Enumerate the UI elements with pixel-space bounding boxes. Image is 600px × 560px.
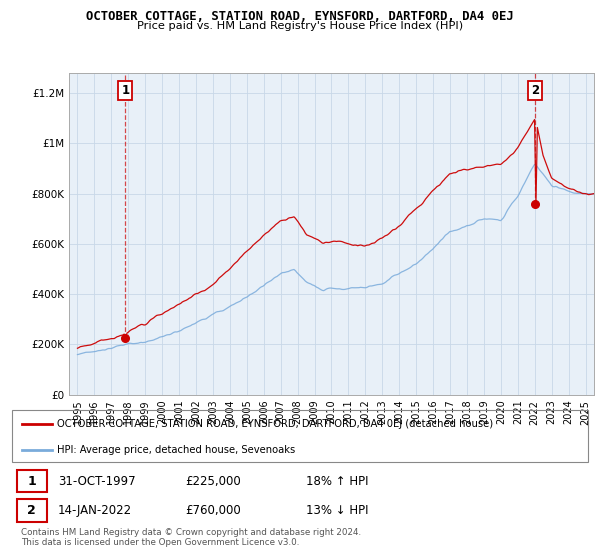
Text: 14-JAN-2022: 14-JAN-2022: [58, 504, 132, 517]
Text: Contains HM Land Registry data © Crown copyright and database right 2024.
This d: Contains HM Land Registry data © Crown c…: [21, 528, 361, 548]
Text: OCTOBER COTTAGE, STATION ROAD, EYNSFORD, DARTFORD, DA4 0EJ (detached house): OCTOBER COTTAGE, STATION ROAD, EYNSFORD,…: [57, 419, 493, 430]
Text: Price paid vs. HM Land Registry's House Price Index (HPI): Price paid vs. HM Land Registry's House …: [137, 21, 463, 31]
Text: OCTOBER COTTAGE, STATION ROAD, EYNSFORD, DARTFORD, DA4 0EJ: OCTOBER COTTAGE, STATION ROAD, EYNSFORD,…: [86, 10, 514, 22]
Text: £225,000: £225,000: [185, 475, 241, 488]
Text: 1: 1: [121, 84, 130, 97]
Text: HPI: Average price, detached house, Sevenoaks: HPI: Average price, detached house, Seve…: [57, 445, 295, 455]
Text: 31-OCT-1997: 31-OCT-1997: [58, 475, 136, 488]
Text: £760,000: £760,000: [185, 504, 241, 517]
Text: 2: 2: [27, 504, 36, 517]
Text: 1: 1: [27, 475, 36, 488]
Text: 13% ↓ HPI: 13% ↓ HPI: [306, 504, 368, 517]
Text: 18% ↑ HPI: 18% ↑ HPI: [306, 475, 368, 488]
Text: 2: 2: [532, 84, 539, 97]
